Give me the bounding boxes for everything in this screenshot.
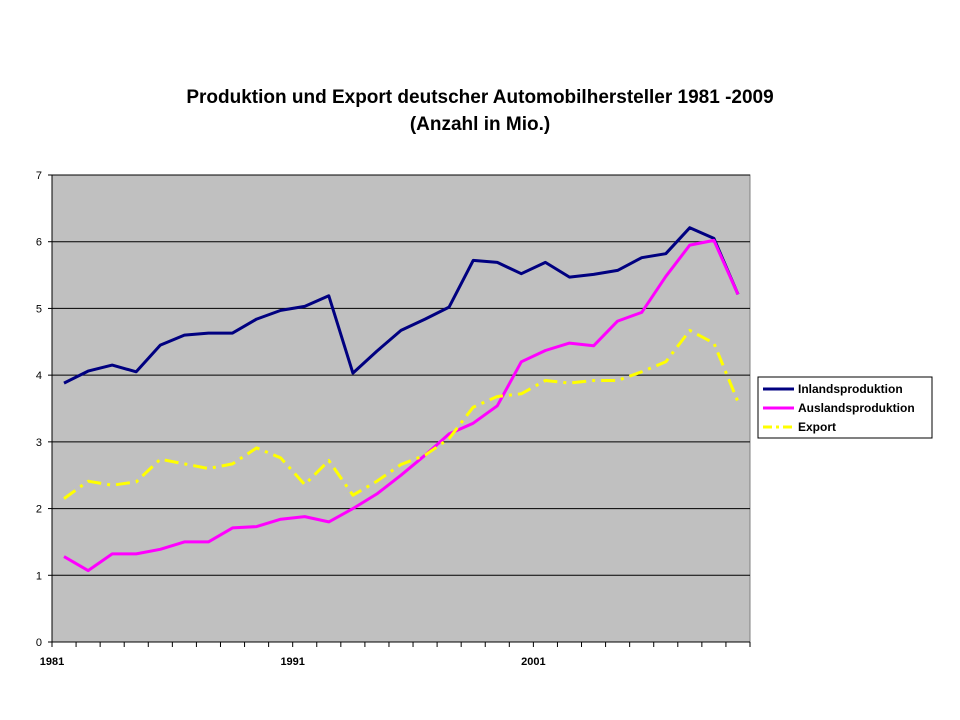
axes: 0 1 2 3 4 5 6 7 1981 1991 2001 [36, 170, 751, 668]
series-line-export [63, 328, 740, 500]
legend-label: Inlandsproduktion [798, 382, 903, 396]
x-tick-label: 1991 [280, 656, 304, 668]
y-tick-label: 0 [36, 637, 42, 649]
x-tick-label: 2001 [521, 656, 545, 668]
chart-title-line: Produktion und Export deutscher Automobi… [186, 87, 774, 108]
legend: Inlandsproduktion Auslandsproduktion Expor… [757, 376, 933, 439]
y-tick-label: 6 [36, 237, 42, 249]
chart-title: Produktion und Export deutscher Automobi… [0, 84, 960, 138]
y-tick-label: 3 [36, 437, 42, 449]
y-tick-label: 4 [36, 370, 42, 382]
gridlines [52, 174, 750, 576]
x-tick-label: 1981 [40, 656, 64, 668]
series-layer [63, 226, 740, 573]
chart-subtitle: (Anzahl in Mio.) [409, 114, 551, 135]
legend-label: Export [798, 420, 836, 434]
y-tick-label: 7 [36, 170, 42, 182]
plot-area [51, 174, 751, 643]
y-tick-label: 2 [36, 504, 42, 516]
series-line-auslandsproduktion [63, 238, 740, 573]
y-tick-label: 5 [36, 303, 42, 315]
series-line-inlandsproduktion [63, 226, 740, 385]
y-tick-label: 1 [36, 570, 42, 582]
legend-label: Auslandsproduktion [798, 401, 915, 415]
